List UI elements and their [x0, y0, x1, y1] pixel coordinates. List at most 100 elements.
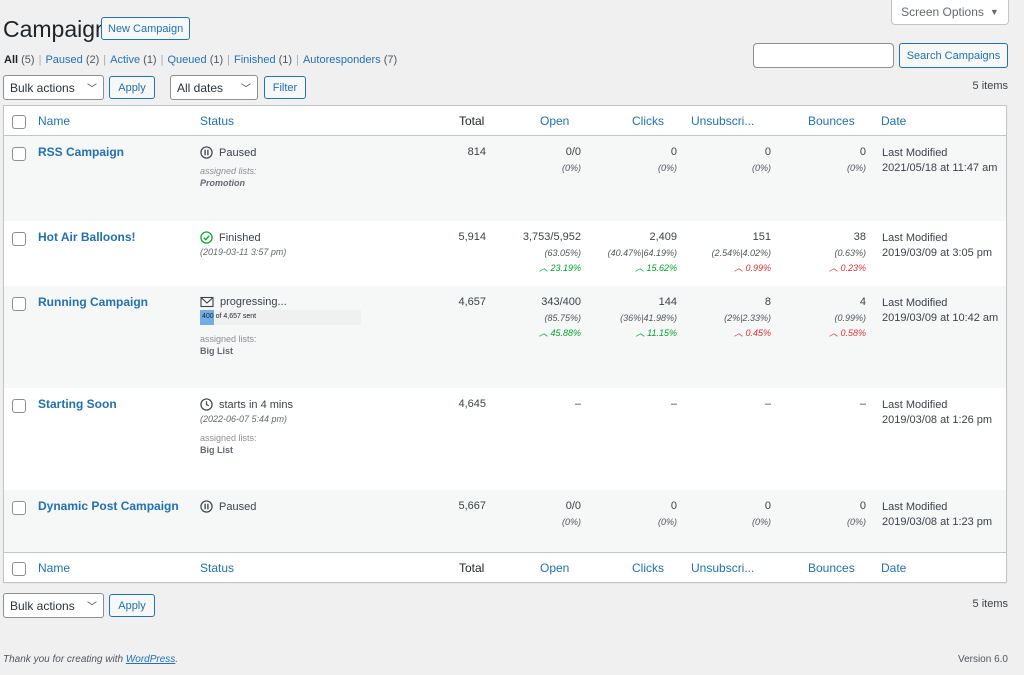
unsub-stat: 0 (0%) [751, 500, 771, 527]
clicks-stat: 144 (36%|41.98%) ︿ 11.15% [620, 296, 677, 338]
select-all-checkbox[interactable] [12, 115, 26, 129]
status-filter-links: All (5) | Paused (2) | Active (1) | Queued (1)… [4, 54, 398, 66]
column-status[interactable]: Status [200, 561, 235, 575]
bounces-stat: 0 (0%) [846, 500, 866, 527]
bounces-stat: 4 (0.99%) ︿ 0.58% [828, 296, 866, 338]
total-value: 4,657 [458, 296, 486, 308]
footer-thank-you: Thank you for creating with WordPress. [3, 654, 179, 665]
column-date[interactable]: Date [881, 561, 907, 575]
table-row: Running Campaign progressing... 400 of 4… [4, 286, 1006, 388]
filter-active[interactable]: Active (1) [110, 54, 157, 66]
arrow-up-icon: ︿ [733, 328, 743, 338]
column-name[interactable]: Name [38, 561, 71, 575]
table-row: RSS Campaign Paused assigned lists: Prom… [4, 136, 1006, 221]
arrow-up-icon: ︿ [538, 263, 548, 273]
campaign-name-link[interactable]: Running Campaign [38, 295, 148, 309]
clock-icon [200, 398, 213, 411]
progress-fill [200, 310, 214, 325]
chevron-down-icon: ﹀ [87, 84, 97, 95]
campaign-name-link[interactable]: Starting Soon [38, 397, 117, 411]
pause-icon [200, 146, 213, 159]
dates-select[interactable]: All dates ﹀ [170, 75, 258, 100]
chevron-down-icon: ﹀ [241, 84, 251, 95]
items-count-bottom: 5 items [972, 598, 1008, 610]
check-circle-icon [200, 231, 213, 244]
pause-icon [200, 500, 213, 513]
chevron-down-icon: ﹀ [87, 602, 97, 613]
apply-button-bottom[interactable]: Apply [109, 594, 155, 617]
envelope-icon [200, 296, 214, 308]
filter-all[interactable]: All (5) [4, 54, 35, 66]
table-footer: Name Status Total Open Clicks Unsubscri.… [4, 552, 1006, 582]
campaign-name-link[interactable]: RSS Campaign [38, 145, 125, 159]
date-cell: Last Modified 2021/05/18 at 11:47 am [882, 147, 998, 174]
filter-queued[interactable]: Queued (1) [167, 54, 224, 66]
campaign-status: progressing... 400 of 4,657 sent assigne… [200, 296, 365, 356]
row-checkbox[interactable] [12, 297, 26, 311]
table-header: Name Status Total Open Clicks Unsubscri.… [4, 106, 1006, 136]
open-stat: 0/0 (0%) [561, 146, 581, 173]
page-title: Campaigns [3, 16, 120, 42]
table-row: Hot Air Balloons! Finished (2019-03-11 3… [4, 221, 1006, 286]
screen-options-label: Screen Options [901, 5, 984, 19]
campaign-status: Finished (2019-03-11 3:57 pm) [200, 231, 287, 257]
wordpress-link[interactable]: WordPress [125, 654, 176, 665]
arrow-up-icon: ︿ [635, 328, 645, 338]
clicks-stat: 0 (0%) [657, 146, 677, 173]
column-unsubscribes[interactable]: Unsubscri... [691, 561, 755, 575]
column-total: Total [459, 561, 485, 575]
assigned-list: Big List [200, 346, 233, 356]
unsub-stat: 151 (2.54%|4.02%) ︿ 0.99% [711, 231, 771, 273]
unsub-stat: – [764, 398, 771, 410]
items-count: 5 items [972, 80, 1008, 92]
assigned-list: Promotion [200, 178, 245, 188]
total-value: 5,667 [458, 500, 486, 512]
row-checkbox[interactable] [12, 232, 26, 246]
column-open[interactable]: Open [540, 561, 570, 575]
filter-autoresponders[interactable]: Autoresponders (7) [302, 54, 398, 66]
campaign-name-link[interactable]: Dynamic Post Campaign [38, 499, 179, 513]
assigned-list: Big List [200, 445, 233, 455]
column-status[interactable]: Status [200, 114, 235, 128]
arrow-up-icon: ︿ [733, 263, 743, 273]
open-stat: 343/400 (85.75%) ︿ 45.88% [538, 296, 581, 338]
campaign-status: Paused [200, 500, 365, 513]
filter-finished[interactable]: Finished (1) [234, 54, 293, 66]
search-campaigns-button[interactable]: Search Campaigns [899, 43, 1008, 68]
column-date[interactable]: Date [881, 114, 907, 128]
unsub-stat: 8 (2%|2.33%) ︿ 0.45% [724, 296, 771, 338]
select-all-checkbox[interactable] [12, 562, 26, 576]
total-value: 5,914 [458, 231, 486, 243]
column-unsubscribes[interactable]: Unsubscri... [691, 114, 755, 128]
screen-options-button[interactable]: Screen Options ▼ [891, 0, 1009, 25]
column-clicks[interactable]: Clicks [632, 561, 664, 575]
bulk-actions-select-bottom[interactable]: Bulk actions ﹀ [3, 593, 104, 618]
row-checkbox[interactable] [12, 399, 26, 413]
column-bounces[interactable]: Bounces [808, 114, 855, 128]
campaign-name-link[interactable]: Hot Air Balloons! [38, 230, 136, 244]
new-campaign-button[interactable]: New Campaign [101, 17, 191, 40]
arrow-up-icon: ︿ [538, 328, 548, 338]
search-input[interactable] [753, 43, 894, 68]
bounces-stat: 0 (0%) [846, 146, 866, 173]
total-value: 814 [467, 146, 486, 158]
date-cell: Last Modified 2019/03/09 at 3:05 pm [882, 232, 993, 259]
filter-button[interactable]: Filter [264, 76, 306, 99]
campaigns-table: Name Status Total Open Clicks Unsubscri.… [3, 105, 1007, 583]
column-bounces[interactable]: Bounces [808, 561, 855, 575]
apply-button[interactable]: Apply [109, 76, 155, 99]
date-cell: Last Modified 2019/03/08 at 1:23 pm [882, 501, 993, 528]
filter-paused[interactable]: Paused (2) [45, 54, 100, 66]
open-stat: – [574, 398, 581, 410]
row-checkbox[interactable] [12, 501, 26, 515]
arrow-up-icon: ︿ [828, 328, 838, 338]
column-name[interactable]: Name [38, 114, 71, 128]
table-row: Dynamic Post Campaign Paused 5,667 0/0 (0… [4, 490, 1006, 554]
column-open[interactable]: Open [540, 114, 570, 128]
row-checkbox[interactable] [12, 147, 26, 161]
open-stat: 3,753/5,952 (63.05%) ︿ 23.19% [522, 231, 581, 273]
caret-down-icon: ▼ [989, 7, 999, 17]
bulk-actions-select[interactable]: Bulk actions ﹀ [3, 75, 104, 100]
unsub-stat: 0 (0%) [751, 146, 771, 173]
column-clicks[interactable]: Clicks [632, 114, 664, 128]
